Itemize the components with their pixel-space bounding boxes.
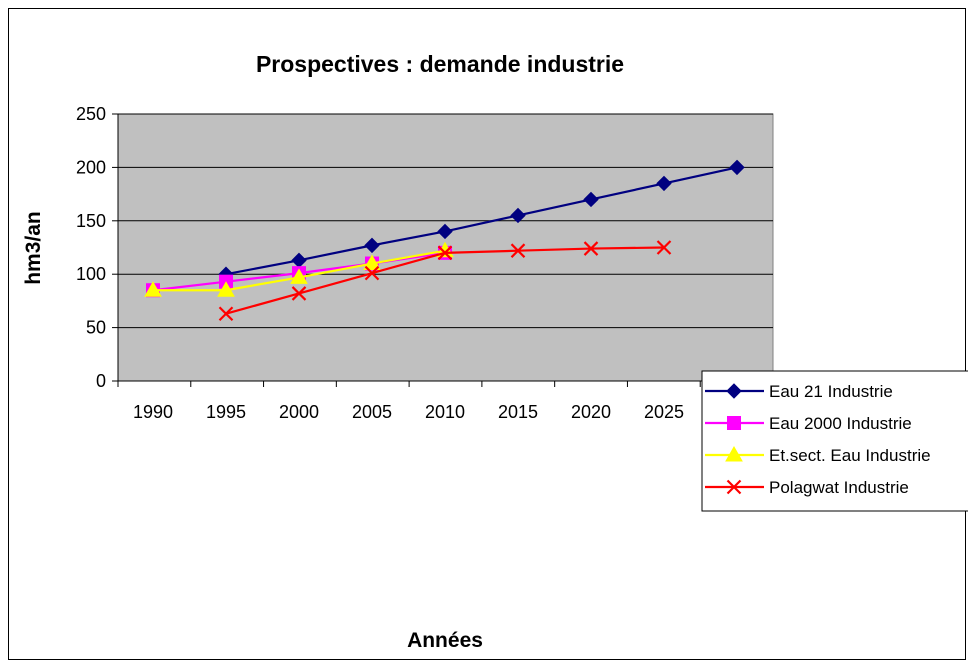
data-point (510, 207, 526, 224)
y-tick-label: 100 (76, 264, 106, 284)
x-tick-label: 1990 (133, 402, 173, 422)
data-point (437, 223, 453, 240)
legend-item: Polagwat Industrie (705, 478, 909, 497)
chart-title: Prospectives : demande industrie (256, 51, 624, 77)
data-point (364, 237, 380, 254)
data-point (583, 241, 599, 256)
data-point (363, 254, 381, 271)
y-axis-label: hm3/an (22, 211, 45, 285)
y-tick-label: 150 (76, 211, 106, 231)
legend-marker (725, 445, 743, 462)
y-tick-label: 200 (76, 157, 106, 177)
axes (117, 114, 773, 382)
x-axis-ticks: 199019952000200520102015202020252030 (117, 381, 774, 422)
x-tick-label: 1995 (206, 402, 246, 422)
series-0 (218, 159, 745, 282)
data-point (510, 243, 526, 258)
series-layer (144, 159, 745, 321)
x-tick-label: 2010 (425, 402, 465, 422)
y-tick-label: 50 (86, 318, 106, 338)
data-point (144, 281, 162, 297)
x-tick-label: 2020 (571, 402, 611, 422)
legend-item: Et.sect. Eau Industrie (705, 445, 931, 465)
legend-label: Et.sect. Eau Industrie (769, 446, 931, 465)
legend-item: Eau 21 Industrie (705, 382, 893, 401)
data-point (729, 159, 745, 176)
y-tick-label: 250 (76, 104, 106, 124)
x-tick-label: 2005 (352, 402, 392, 422)
legend-marker (727, 416, 741, 430)
data-point (291, 286, 307, 301)
x-tick-label: 2025 (644, 402, 684, 422)
y-axis-ticks: 0 50 100 150 200 250 (76, 104, 118, 391)
data-point (656, 175, 672, 192)
x-tick-label: 2000 (279, 402, 319, 422)
x-axis-label: Années (407, 629, 483, 652)
series-line (225, 166, 738, 276)
legend: Eau 21 Industrie Eau 2000 Industrie Et.sec… (701, 370, 968, 512)
legend-marker (726, 479, 742, 495)
data-point (217, 281, 235, 297)
data-point (437, 245, 453, 261)
data-point (218, 306, 234, 321)
legend-item: Eau 2000 Industrie (705, 414, 912, 433)
series-3 (218, 240, 672, 321)
legend-label: Polagwat Industrie (769, 478, 909, 497)
data-point (583, 191, 599, 208)
x-tick-label: 2015 (498, 402, 538, 422)
data-point (290, 268, 308, 284)
data-point (364, 265, 380, 281)
legend-label: Eau 2000 Industrie (769, 414, 912, 433)
data-point (656, 240, 672, 255)
legend-label: Eau 21 Industrie (769, 382, 893, 401)
y-tick-label: 0 (96, 371, 106, 391)
legend-marker (726, 383, 742, 399)
